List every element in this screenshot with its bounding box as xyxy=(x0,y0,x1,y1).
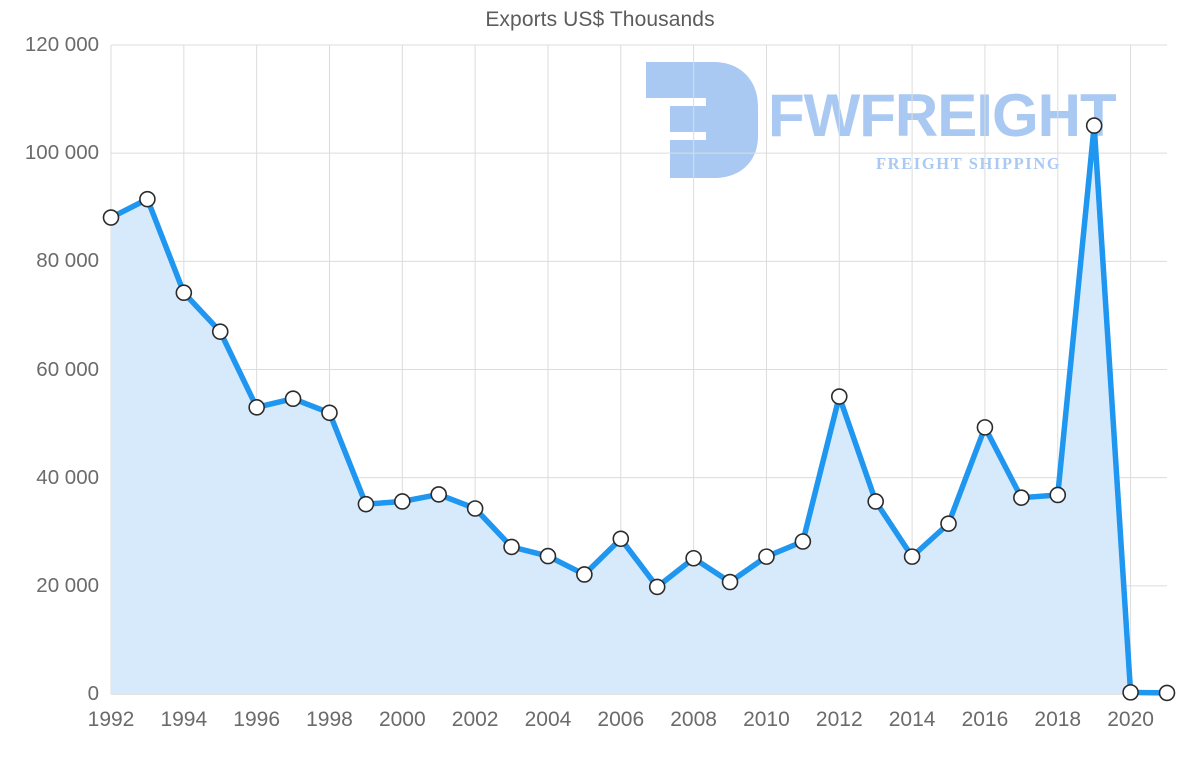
chart-title: Exports US$ Thousands xyxy=(485,8,715,31)
data-point-marker[interactable] xyxy=(648,578,666,596)
x-axis-tick-label: 1992 xyxy=(87,708,135,731)
data-point-marker[interactable] xyxy=(139,190,156,208)
x-axis-tick-label: 2000 xyxy=(378,708,426,731)
data-point-marker[interactable] xyxy=(503,538,520,556)
data-point-marker[interactable] xyxy=(794,533,812,550)
data-point-marker[interactable] xyxy=(430,486,448,503)
data-point-marker[interactable] xyxy=(248,399,265,416)
x-axis-tick-label: 2006 xyxy=(597,708,645,731)
x-axis-tick-label: 2008 xyxy=(670,708,717,731)
data-point-marker[interactable] xyxy=(940,515,957,532)
x-axis-tick-label: 2010 xyxy=(743,708,790,731)
y-axis-tick-label: 60 000 xyxy=(36,357,99,381)
data-point-marker[interactable] xyxy=(211,323,229,340)
y-axis-tick-label: 120 000 xyxy=(24,33,99,56)
y-axis-tick-label: 80 000 xyxy=(36,249,99,273)
x-axis-tick-label: 1998 xyxy=(306,708,353,731)
area-fill-path xyxy=(111,125,1167,694)
data-point-marker[interactable] xyxy=(394,493,411,510)
x-axis-tick-label: 1996 xyxy=(233,708,280,731)
data-point-marker[interactable] xyxy=(903,548,921,565)
x-axis-tick-label: 2014 xyxy=(888,708,936,731)
data-point-marker[interactable] xyxy=(321,404,338,422)
y-axis-tick-label: 100 000 xyxy=(24,141,99,165)
data-point-marker[interactable] xyxy=(1013,489,1030,506)
data-point-marker[interactable] xyxy=(466,500,484,517)
data-point-marker[interactable] xyxy=(1085,117,1103,134)
y-axis-tick-label: 20 000 xyxy=(36,573,99,597)
data-point-marker[interactable] xyxy=(721,573,739,591)
data-point-marker[interactable] xyxy=(685,549,702,567)
data-point-marker[interactable] xyxy=(976,419,994,436)
x-axis-tick-label: 2016 xyxy=(961,708,1009,731)
data-point-marker[interactable] xyxy=(830,388,848,405)
data-point-marker[interactable] xyxy=(867,493,884,510)
data-point-marker[interactable] xyxy=(539,547,557,565)
data-point-marker[interactable] xyxy=(102,209,120,226)
data-point-marker[interactable] xyxy=(758,548,775,565)
data-point-marker[interactable] xyxy=(284,390,302,408)
x-axis-tick-label: 2002 xyxy=(451,708,499,731)
data-point-marker[interactable] xyxy=(1158,684,1176,702)
x-axis-tick-label: 2012 xyxy=(815,708,863,731)
data-point-marker[interactable] xyxy=(1049,486,1067,504)
y-axis-tick-label: 0 xyxy=(87,682,99,705)
data-point-marker[interactable] xyxy=(175,284,193,302)
x-axis-tick-label: 2018 xyxy=(1034,708,1082,731)
data-point-marker[interactable] xyxy=(612,530,630,548)
data-point-marker[interactable] xyxy=(1122,684,1139,701)
x-axis-tick-label: 1994 xyxy=(160,708,208,731)
x-axis-tick-label: 2004 xyxy=(524,708,572,731)
x-axis-tick-label: 2020 xyxy=(1107,708,1154,731)
data-point-marker[interactable] xyxy=(357,495,375,513)
y-axis-tick-label: 40 000 xyxy=(36,465,99,489)
data-point-markers xyxy=(102,117,1176,702)
data-point-marker[interactable] xyxy=(576,566,593,583)
